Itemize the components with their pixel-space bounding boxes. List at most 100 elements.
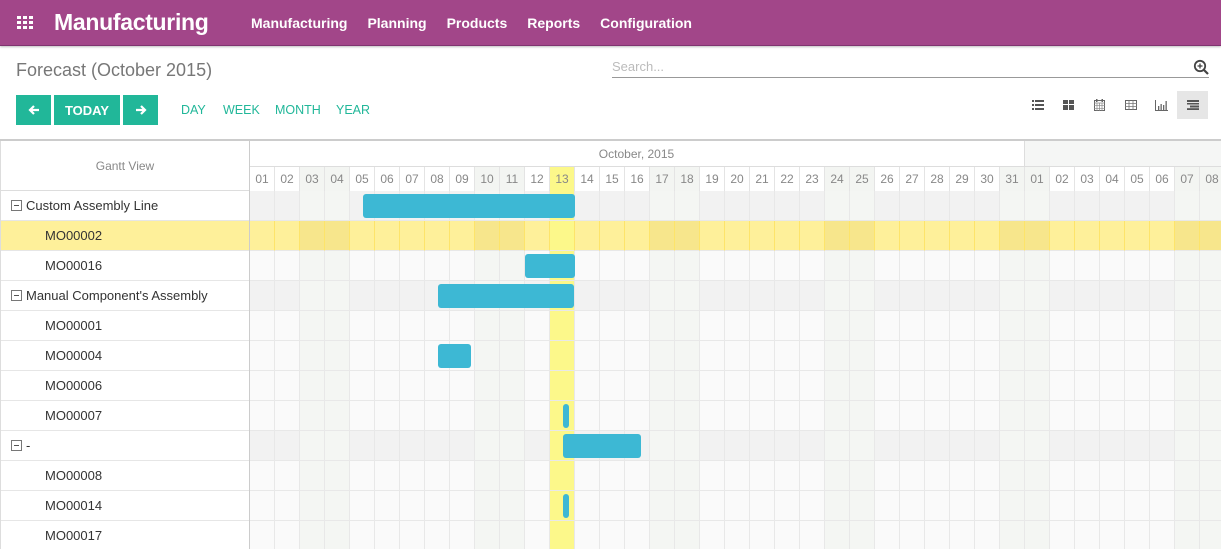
- app-brand[interactable]: Manufacturing: [54, 9, 209, 35]
- gantt-cell[interactable]: [724, 401, 749, 431]
- gantt-cell[interactable]: [249, 401, 274, 431]
- gantt-cell[interactable]: [374, 311, 399, 341]
- gantt-cell[interactable]: [724, 281, 749, 311]
- gantt-cell[interactable]: [1099, 401, 1124, 431]
- gantt-cell[interactable]: [949, 221, 974, 251]
- gantt-cell[interactable]: [1049, 401, 1074, 431]
- gantt-cell[interactable]: [849, 521, 874, 549]
- gantt-cell[interactable]: [649, 371, 674, 401]
- gantt-cell[interactable]: [999, 191, 1024, 221]
- scale-day[interactable]: DAY: [181, 103, 206, 117]
- gantt-cell[interactable]: [974, 311, 999, 341]
- gantt-cell[interactable]: [449, 491, 474, 521]
- gantt-cell[interactable]: [1174, 461, 1199, 491]
- gantt-cell[interactable]: [574, 281, 599, 311]
- gantt-cell[interactable]: [599, 491, 624, 521]
- gantt-cell[interactable]: [574, 221, 599, 251]
- gantt-cell[interactable]: [474, 431, 499, 461]
- gantt-cell[interactable]: [1074, 491, 1099, 521]
- scale-week[interactable]: WEEK: [223, 103, 260, 117]
- gantt-cell[interactable]: [1174, 191, 1199, 221]
- gantt-cell[interactable]: [1149, 371, 1174, 401]
- gantt-task-bar[interactable]: [437, 284, 574, 308]
- gantt-cell[interactable]: [1124, 251, 1149, 281]
- gantt-cell[interactable]: [999, 461, 1024, 491]
- gantt-grid-row[interactable]: [249, 221, 1221, 251]
- menu-configuration[interactable]: Configuration: [600, 15, 692, 31]
- gantt-cell[interactable]: [874, 461, 899, 491]
- gantt-cell[interactable]: [399, 221, 424, 251]
- gantt-cell[interactable]: [574, 521, 599, 549]
- gantt-cell[interactable]: [1074, 431, 1099, 461]
- gantt-cell[interactable]: [824, 461, 849, 491]
- menu-manufacturing[interactable]: Manufacturing: [251, 15, 348, 31]
- gantt-cell[interactable]: [599, 221, 624, 251]
- gantt-grid-row[interactable]: [249, 251, 1221, 281]
- gantt-group-row[interactable]: Custom Assembly Line: [1, 191, 249, 221]
- gantt-cell[interactable]: [774, 371, 799, 401]
- gantt-cell[interactable]: [874, 431, 899, 461]
- gantt-cell[interactable]: [1124, 401, 1149, 431]
- gantt-cell[interactable]: [1174, 281, 1199, 311]
- gantt-cell[interactable]: [799, 371, 824, 401]
- gantt-cell[interactable]: [874, 251, 899, 281]
- gantt-cell[interactable]: [1024, 431, 1049, 461]
- gantt-cell[interactable]: [749, 221, 774, 251]
- gantt-cell[interactable]: [724, 341, 749, 371]
- gantt-cell[interactable]: [1099, 251, 1124, 281]
- gantt-cell[interactable]: [624, 491, 649, 521]
- gantt-cell[interactable]: [849, 191, 874, 221]
- gantt-cell[interactable]: [924, 401, 949, 431]
- gantt-cell[interactable]: [674, 191, 699, 221]
- gantt-cell[interactable]: [449, 401, 474, 431]
- gantt-cell[interactable]: [1199, 461, 1221, 491]
- gantt-cell[interactable]: [274, 281, 299, 311]
- gantt-cell[interactable]: [949, 431, 974, 461]
- gantt-cell[interactable]: [874, 401, 899, 431]
- gantt-cell[interactable]: [599, 281, 624, 311]
- gantt-cell[interactable]: [849, 341, 874, 371]
- gantt-cell[interactable]: [1199, 251, 1221, 281]
- scale-month[interactable]: MONTH: [275, 103, 321, 117]
- gantt-cell[interactable]: [374, 221, 399, 251]
- gantt-cell[interactable]: [774, 221, 799, 251]
- gantt-grid-row[interactable]: [249, 281, 1221, 311]
- gantt-cell[interactable]: [724, 251, 749, 281]
- gantt-cell[interactable]: [1099, 431, 1124, 461]
- gantt-cell[interactable]: [899, 401, 924, 431]
- gantt-cell[interactable]: [699, 461, 724, 491]
- gantt-cell[interactable]: [1024, 371, 1049, 401]
- gantt-cell[interactable]: [1199, 491, 1221, 521]
- gantt-task-row[interactable]: MO00001: [1, 311, 249, 341]
- gantt-cell[interactable]: [324, 341, 349, 371]
- gantt-cell[interactable]: [1024, 341, 1049, 371]
- gantt-cell[interactable]: [399, 371, 424, 401]
- gantt-cell[interactable]: [1124, 341, 1149, 371]
- gantt-cell[interactable]: [274, 401, 299, 431]
- gantt-cell[interactable]: [874, 311, 899, 341]
- gantt-cell[interactable]: [699, 341, 724, 371]
- gantt-cell[interactable]: [474, 251, 499, 281]
- gantt-cell[interactable]: [1024, 281, 1049, 311]
- gantt-cell[interactable]: [274, 491, 299, 521]
- gantt-cell[interactable]: [899, 281, 924, 311]
- gantt-task-bar[interactable]: [562, 494, 569, 518]
- gantt-cell[interactable]: [974, 461, 999, 491]
- gantt-cell[interactable]: [524, 341, 549, 371]
- gantt-cell[interactable]: [899, 341, 924, 371]
- gantt-group-row[interactable]: -: [1, 431, 249, 461]
- gantt-cell[interactable]: [899, 371, 924, 401]
- gantt-cell[interactable]: [824, 191, 849, 221]
- gantt-cell[interactable]: [674, 491, 699, 521]
- gantt-cell[interactable]: [1149, 311, 1174, 341]
- gantt-cell[interactable]: [799, 281, 824, 311]
- gantt-cell[interactable]: [849, 491, 874, 521]
- gantt-cell[interactable]: [549, 341, 574, 371]
- gantt-cell[interactable]: [924, 461, 949, 491]
- gantt-cell[interactable]: [349, 251, 374, 281]
- gantt-cell[interactable]: [349, 341, 374, 371]
- graph-view-button[interactable]: [1146, 91, 1177, 119]
- gantt-cell[interactable]: [549, 401, 574, 431]
- gantt-cell[interactable]: [574, 341, 599, 371]
- gantt-cell[interactable]: [899, 461, 924, 491]
